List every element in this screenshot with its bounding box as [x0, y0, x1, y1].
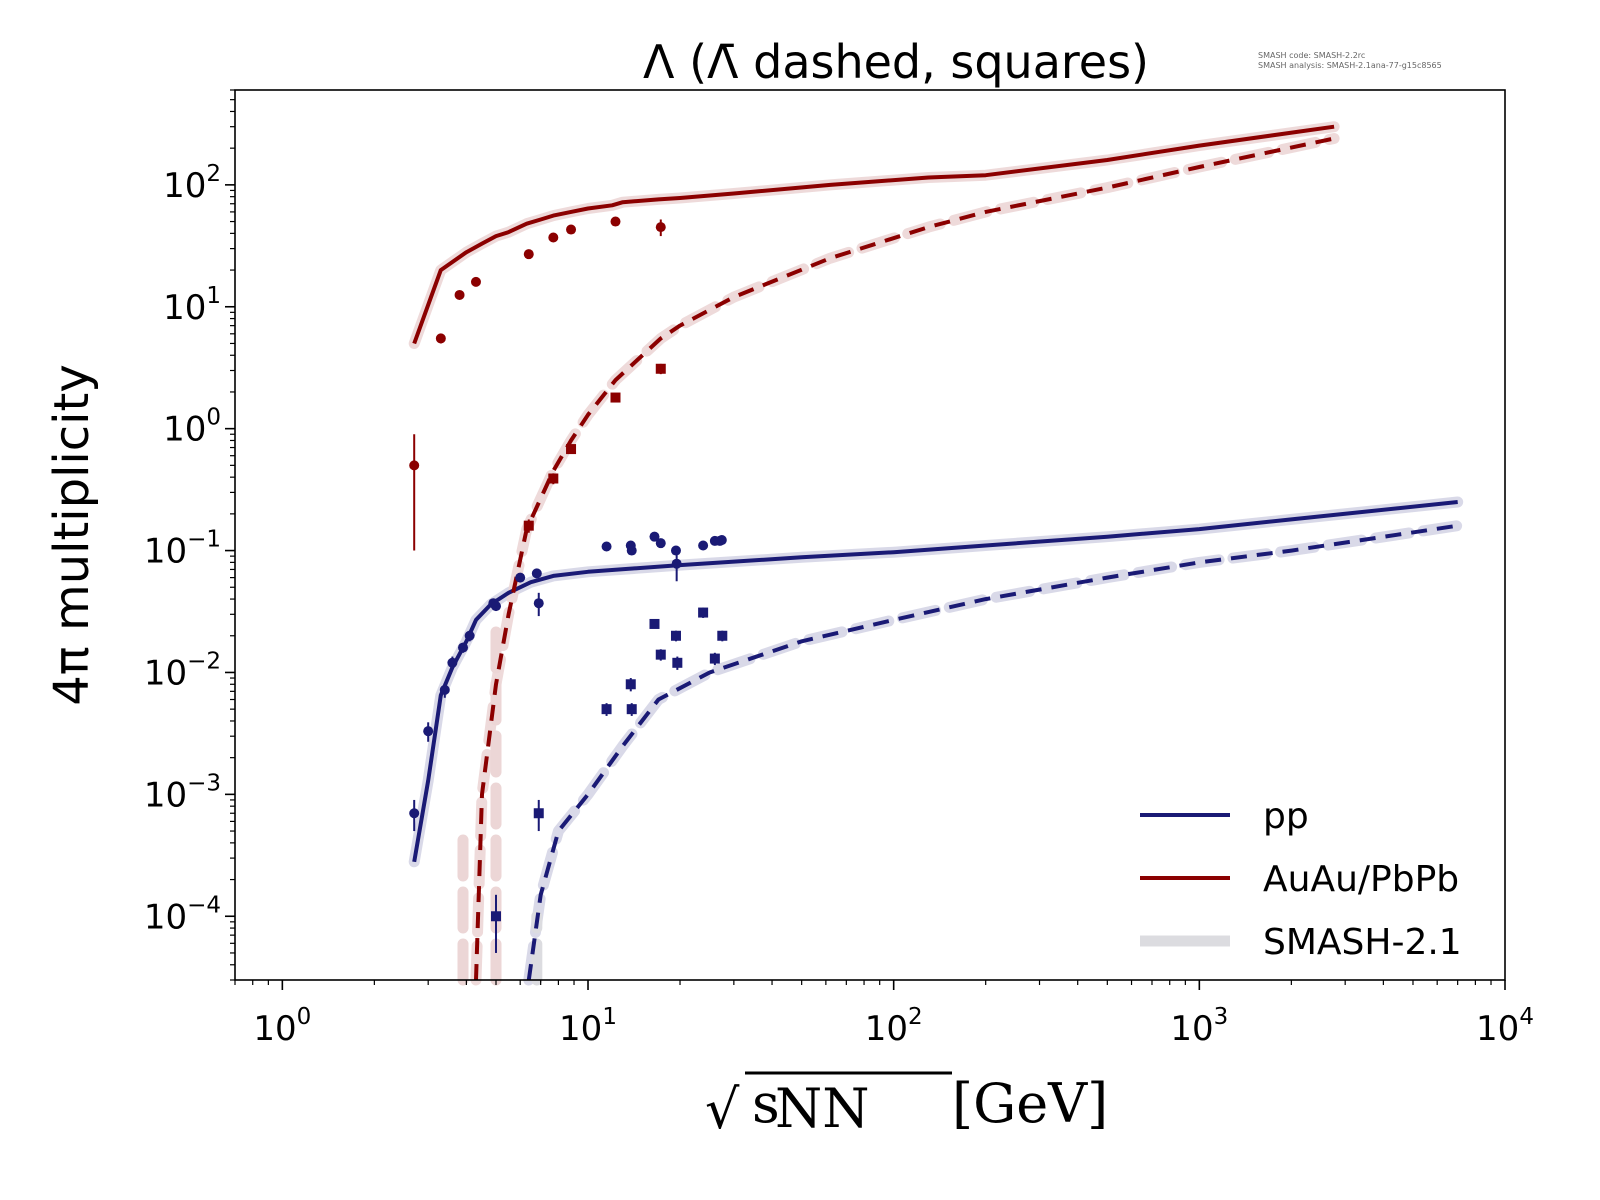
- y-tick-label: 102: [163, 161, 221, 206]
- legend-label: AuAu/PbPb: [1263, 859, 1459, 900]
- pp_lambda_data-marker: [447, 657, 458, 668]
- y-tick-label: 10−3: [144, 770, 221, 815]
- aa_lambda_data-marker: [610, 216, 621, 227]
- simulation-bands: [408, 121, 1464, 986]
- pp_antilambda_data-marker: [672, 657, 683, 668]
- pp_lambda_data-marker: [490, 601, 501, 612]
- x-axis: 100 101 102 103 104: [234, 980, 1534, 1049]
- x-tick-label: 104: [1476, 1004, 1534, 1049]
- pp_antilambda_data-marker: [670, 630, 681, 641]
- pp_lambda_data-marker: [649, 531, 660, 542]
- pp_lambda_data-marker: [458, 642, 469, 653]
- legend-label: SMASH-2.1: [1263, 922, 1462, 963]
- aa_lambda_data-marker: [454, 289, 465, 300]
- aa_lambda_data-marker: [548, 232, 559, 243]
- y-tick-label: 101: [163, 283, 221, 328]
- corner-info-line: SMASH code: SMASH-2.2rc: [1258, 51, 1365, 60]
- band-pp_antilambda: [523, 520, 1464, 986]
- data-points: [409, 216, 728, 953]
- pp_lambda_data-marker: [515, 572, 526, 583]
- pp_lambda_data-marker: [533, 598, 544, 609]
- pp_lambda_data-marker: [464, 630, 475, 641]
- pp_antilambda_data-marker: [601, 704, 612, 715]
- pp_lambda_data-marker: [716, 535, 727, 546]
- x-tick-label: 103: [1170, 1004, 1228, 1049]
- y-axis-label: 4π multiplicity: [44, 364, 100, 705]
- aa_lambda_data-marker: [470, 276, 481, 287]
- sqrt-symbol: √: [705, 1078, 740, 1141]
- aa_lambda_data-marker: [435, 333, 446, 344]
- legend: pp AuAu/PbPb SMASH-2.1: [1140, 796, 1462, 963]
- aa_antilambda_data-marker: [523, 520, 534, 531]
- pp_lambda_data-marker: [409, 808, 420, 819]
- x-label-s: s: [752, 1072, 780, 1135]
- y-tick-label: 10−1: [144, 527, 221, 572]
- pp_antilambda_data-marker: [649, 618, 660, 629]
- line-pp_antilambda: [526, 523, 1458, 981]
- pp_antilambda_data-marker: [626, 704, 637, 715]
- pp_lambda_data-marker: [698, 540, 709, 551]
- plot-frame: [234, 89, 1506, 981]
- x-label-subscript: NN: [775, 1077, 870, 1140]
- pp_antilambda_data-marker: [698, 607, 709, 618]
- legend-label: pp: [1263, 796, 1309, 837]
- pp_antilambda_data-marker: [625, 679, 636, 690]
- aa_antilambda_data-marker: [655, 363, 666, 374]
- pp_lambda_data-marker: [531, 568, 542, 579]
- aa_lambda_data-marker: [409, 460, 420, 471]
- pp_lambda_data-marker: [439, 684, 450, 695]
- aa_antilambda_data-marker: [548, 473, 559, 484]
- y-tick-label: 10−2: [144, 648, 221, 693]
- x-tick-label: 101: [559, 1004, 617, 1049]
- x-tick-label: 102: [865, 1004, 923, 1049]
- pp_antilambda_data-marker: [655, 649, 666, 660]
- pp_lambda_data-marker: [626, 545, 637, 556]
- aa_lambda_data-marker: [566, 224, 577, 235]
- chart-title: Λ (Λ̄ dashed, squares): [643, 35, 1149, 89]
- pp_lambda_data-marker: [655, 538, 666, 549]
- pp_lambda_data-marker: [671, 558, 682, 569]
- line-aa_antilambda: [474, 136, 1335, 981]
- corner-info-line: SMASH analysis: SMASH-2.1ana-77-g15c8565: [1258, 61, 1442, 70]
- pp_antilambda_data-marker: [533, 808, 544, 819]
- line-aa_lambda: [412, 124, 1335, 345]
- pp_lambda_data-marker: [423, 726, 434, 737]
- x-tick-label: 100: [253, 1004, 311, 1049]
- aa_antilambda_data-marker: [610, 392, 621, 403]
- pp_antilambda_data-marker: [490, 911, 501, 922]
- pp_antilambda_data-marker: [717, 630, 728, 641]
- y-tick-label: 10−4: [144, 892, 221, 937]
- pp_lambda_data-marker: [601, 541, 612, 552]
- pp_antilambda_data-marker: [709, 653, 720, 664]
- y-axis: 10−4 10−3 10−2 10−1 100 101 102: [144, 89, 235, 981]
- aa_antilambda_data-marker: [566, 444, 577, 455]
- aa_lambda_data-marker: [523, 249, 534, 260]
- y-tick-label: 100: [163, 405, 221, 450]
- aa_lambda_data-marker: [655, 222, 666, 233]
- x-axis-label: √ sNN [GeV]: [705, 1071, 1108, 1141]
- x-label-unit: [GeV]: [952, 1072, 1108, 1135]
